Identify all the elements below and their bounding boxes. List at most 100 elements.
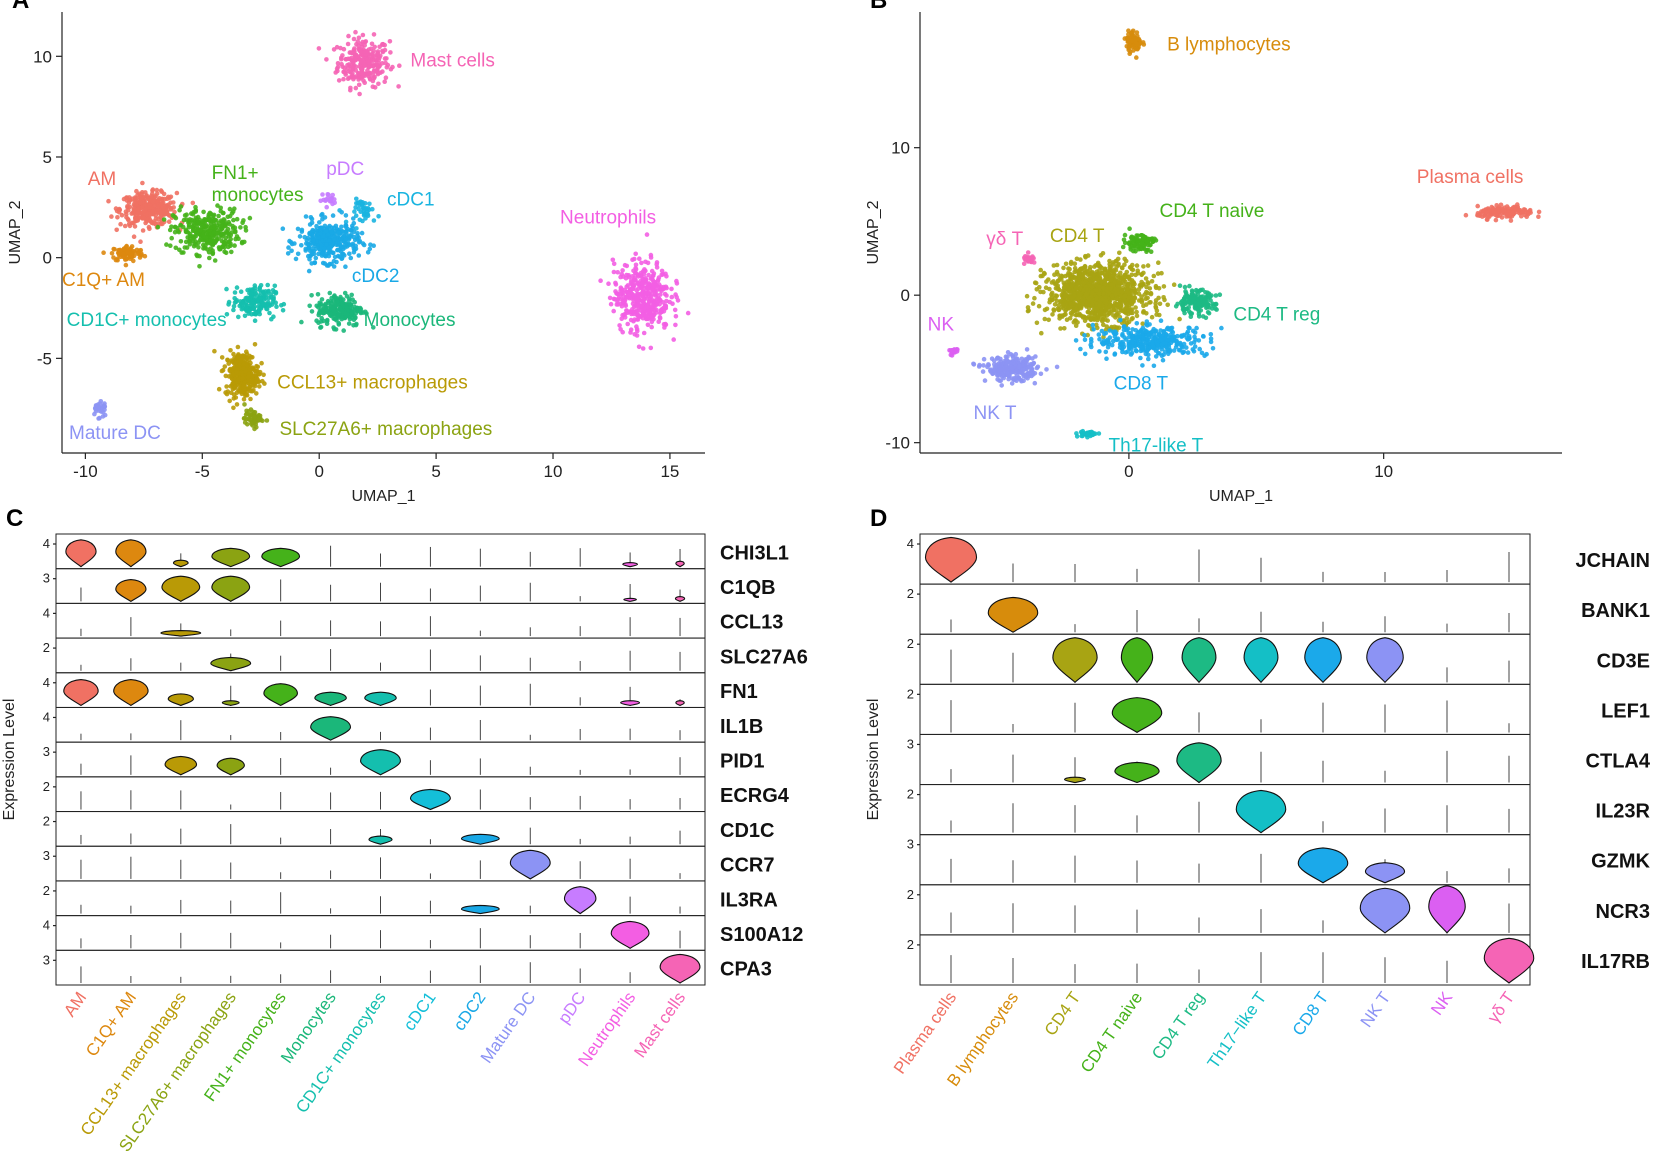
scatter-point (360, 218, 365, 224)
scatter-point (335, 61, 341, 66)
scatter-point (1091, 327, 1096, 332)
scatter-point (347, 242, 352, 248)
scatter-point (1139, 233, 1145, 238)
scatter-point (255, 364, 261, 370)
scatter-point (625, 321, 630, 327)
scatter-point (1066, 298, 1071, 303)
scatter-point (353, 246, 359, 252)
scatter-point (1475, 203, 1480, 209)
scatter-point (1150, 329, 1155, 334)
scatter-point (635, 281, 640, 286)
scatter-point (352, 237, 358, 243)
scatter-point (1104, 271, 1109, 276)
scatter-point (1526, 211, 1531, 217)
scatter-point (1144, 289, 1149, 295)
scatter-point (375, 51, 380, 57)
scatter-point (1509, 210, 1515, 216)
scatter-point (109, 251, 115, 256)
scatter-point (1163, 344, 1169, 350)
scatter-point (1092, 431, 1098, 437)
cluster-c1q-am (101, 243, 148, 268)
scatter-point (317, 220, 322, 225)
violin-chi3l1-fn1-monocytes (261, 547, 301, 568)
scatter-point (1126, 38, 1131, 44)
scatter-point (1121, 324, 1127, 330)
scatter-point (197, 264, 202, 269)
scatter-point (257, 384, 262, 389)
scatter-point (234, 402, 240, 407)
scatter-point (192, 241, 197, 247)
scatter-point (1097, 302, 1102, 308)
scatter-point (161, 209, 167, 215)
scatter-point (1463, 212, 1469, 218)
scatter-point (271, 294, 276, 300)
scatter-point (292, 241, 297, 246)
scatter-point (339, 210, 345, 215)
scatter-point (238, 359, 243, 364)
scatter-point (210, 234, 215, 240)
scatter-point (674, 294, 679, 300)
scatter-point (339, 61, 344, 67)
scatter-point (632, 256, 637, 262)
scatter-point (318, 324, 324, 330)
scatter-point (339, 55, 344, 61)
cluster-cdc1 (337, 196, 381, 231)
scatter-point (611, 269, 617, 275)
scatter-point (622, 262, 628, 268)
violin-chi3l1-neutrophils (622, 562, 639, 568)
scatter-point (193, 204, 198, 210)
scatter-point (331, 236, 337, 242)
scatter-point (219, 355, 225, 360)
cluster-label-mature-dc: Mature DC (69, 423, 161, 444)
scatter-point (246, 296, 251, 302)
scatter-point (119, 212, 125, 218)
scatter-point (342, 290, 348, 296)
scatter-point (231, 351, 236, 357)
scatter-point (1042, 316, 1048, 322)
scatter-point (1189, 291, 1195, 297)
scatter-point (236, 377, 241, 382)
scatter-point (1175, 340, 1180, 346)
scatter-point (309, 251, 315, 257)
scatter-point (234, 216, 240, 222)
scatter-point (382, 47, 388, 53)
scatter-point (92, 411, 97, 417)
scatter-point (980, 369, 986, 374)
scatter-point (370, 78, 376, 84)
scatter-point (376, 70, 381, 76)
scatter-point (125, 249, 131, 255)
panel-letter-b: B (870, 0, 887, 14)
scatter-point (1125, 326, 1131, 332)
scatter-point (1123, 293, 1128, 299)
scatter-point (268, 292, 274, 297)
scatter-point (340, 309, 345, 314)
scatter-point (349, 292, 355, 298)
scatter-point (138, 239, 143, 244)
scatter-point (1139, 279, 1144, 285)
scatter-point (161, 191, 167, 197)
scatter-point (1134, 236, 1139, 241)
scatter-point (258, 295, 263, 301)
scatter-point (332, 326, 337, 332)
scatter-point (217, 224, 223, 229)
scatter-point (1147, 286, 1153, 291)
scatter-point (238, 225, 243, 230)
scatter-point (1049, 292, 1054, 297)
scatter-point (184, 217, 189, 222)
scatter-point (1051, 308, 1057, 313)
scatter-point (1118, 317, 1123, 323)
scatter-point (251, 305, 256, 311)
scatter-point (630, 301, 636, 307)
scatter-point (1024, 347, 1030, 352)
scatter-point (253, 310, 258, 315)
scatter-point (1097, 276, 1103, 282)
scatter-point (307, 231, 312, 237)
scatter-point (1011, 360, 1016, 366)
scatter-point (307, 222, 313, 227)
scatter-point (215, 203, 220, 208)
scatter-point (147, 226, 152, 232)
scatter-point (1119, 289, 1125, 295)
scatter-point (272, 283, 278, 289)
scatter-point (337, 254, 343, 259)
scatter-point (313, 255, 319, 261)
